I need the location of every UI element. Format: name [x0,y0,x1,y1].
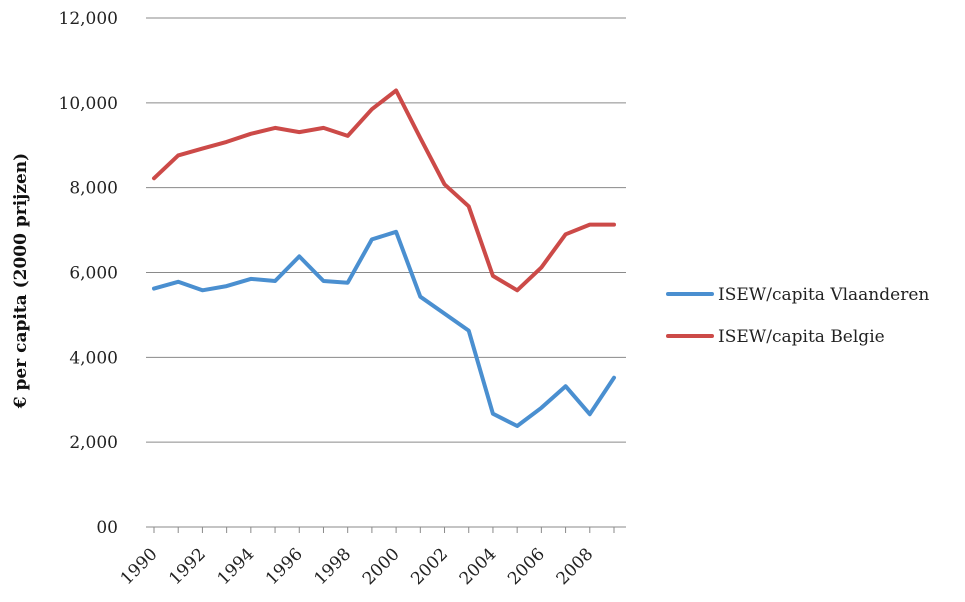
y-tick-label: 12,000 [59,9,118,29]
x-tick-label: 2004 [456,544,501,589]
x-tick-label: 1992 [165,544,210,589]
y-tick-label: 00 [96,518,118,538]
series-line-vlaanderen [152,229,616,428]
x-tick-label: 2000 [359,544,404,589]
x-tick-label: 2008 [553,544,598,589]
x-tick-label: 2006 [504,544,549,589]
y-tick-label: 10,000 [59,94,118,114]
series-lines [152,88,616,428]
x-tick-label: 1996 [262,544,307,589]
x-tick-label: 1998 [310,544,355,589]
y-axis-label: € per capita (2000 prijzen) [11,153,31,409]
axes [146,526,626,533]
gridlines [146,17,626,443]
x-tick-labels: 1990 1992 1994 1996 1998 2000 2002 2004 2006 2008 [117,544,598,589]
y-tick-label: 4,000 [69,348,118,368]
series-line-belgie [152,88,616,293]
x-tick-label: 2002 [407,544,452,589]
x-tick-label: 1990 [117,544,162,589]
legend-label: ISEW/capita Vlaanderen [718,285,929,305]
legend: ISEW/capita Vlaanderen ISEW/capita Belgie [666,285,929,347]
y-tick-label: 6,000 [69,264,118,284]
x-tick-label: 1994 [214,544,259,589]
y-tick-label: 2,000 [69,433,118,453]
y-tick-label: 8,000 [69,179,118,199]
legend-label: ISEW/capita Belgie [718,327,885,347]
y-tick-labels: 00 2,000 4,000 6,000 8,000 10,000 12,000 [59,9,118,538]
